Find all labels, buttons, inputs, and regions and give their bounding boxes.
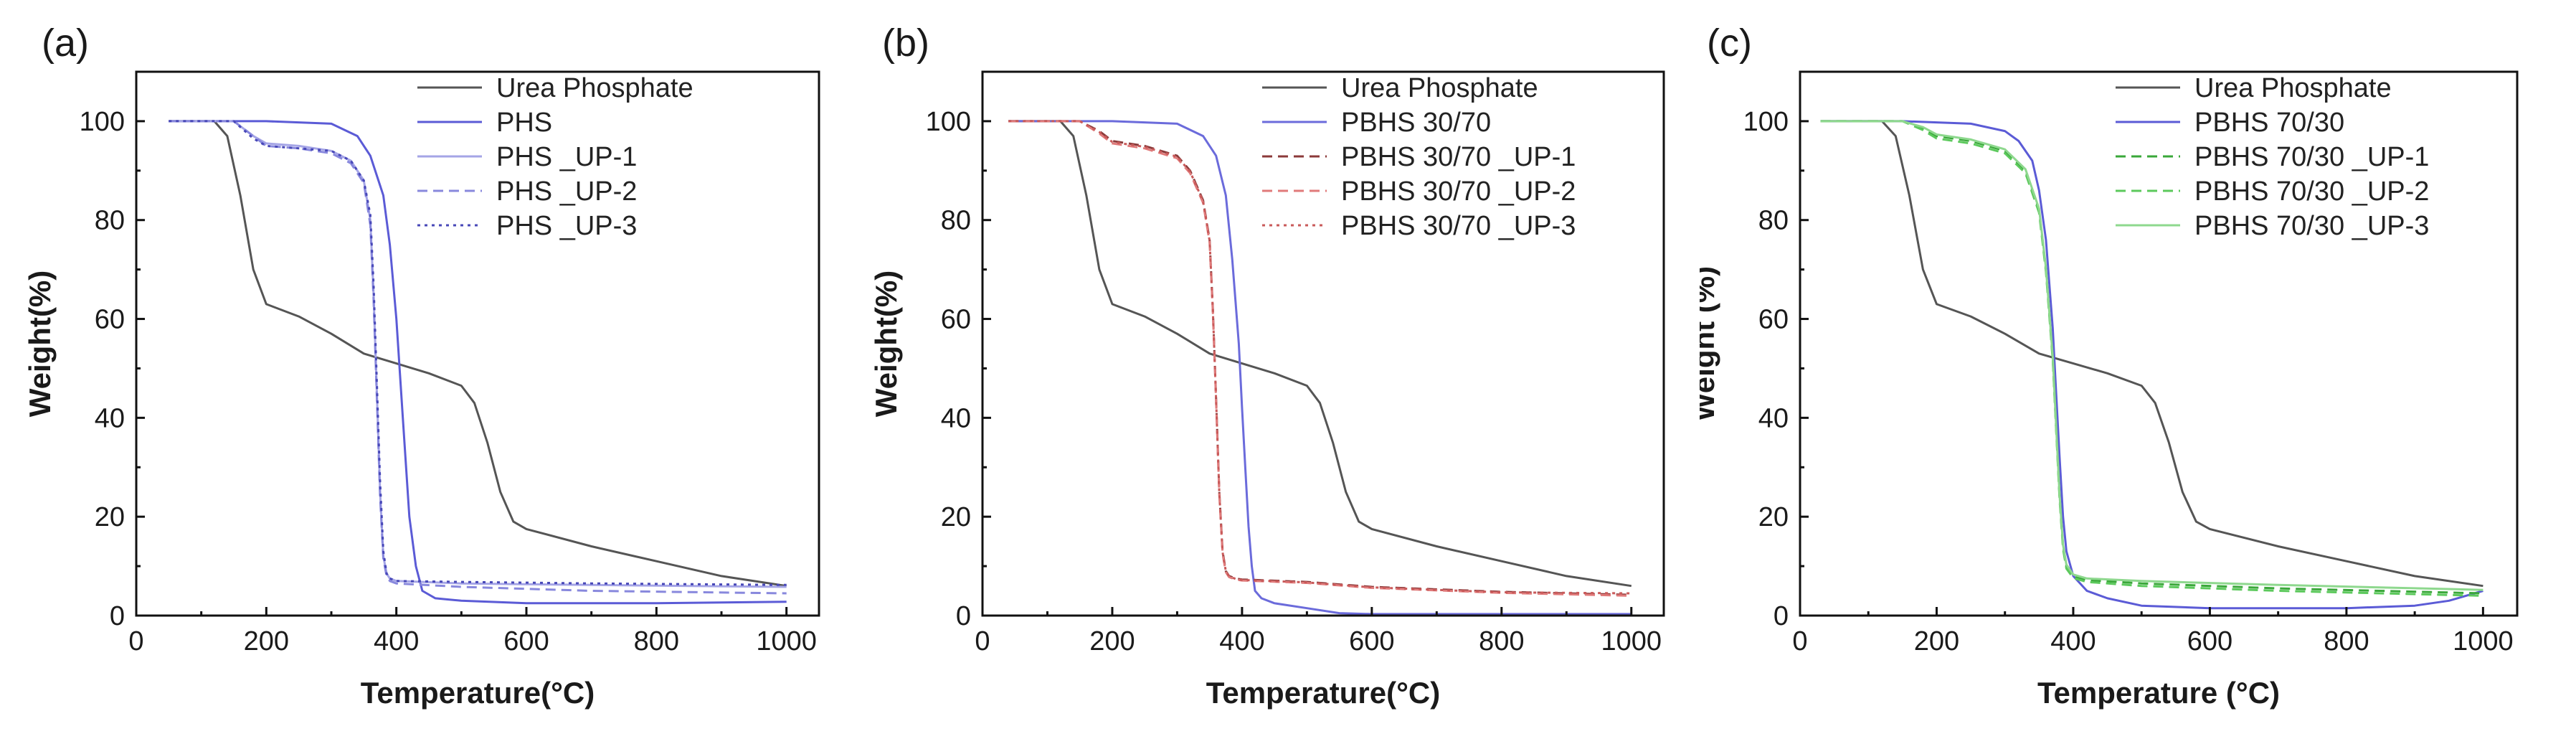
x-tick-label: 0 (975, 626, 990, 656)
legend-label: PHS _UP-3 (496, 211, 637, 241)
y-tick-label: 0 (1774, 601, 1789, 631)
series-line-0 (1820, 120, 2483, 588)
legend-label: PHS _UP-1 (496, 142, 637, 172)
chart-panel-1: (b) 0 200 400 600 800 1000 0 20 40 60 80 100 Temperat… (869, 22, 1665, 710)
y-tick-label: 60 (941, 305, 971, 335)
y-tick-label: 60 (95, 305, 125, 335)
x-tick-label: 600 (2187, 626, 2232, 656)
y-tick-label: 100 (1743, 107, 1789, 137)
panel-label: (b) (882, 22, 929, 65)
legend-label: PHS (496, 108, 552, 138)
series-line-4 (1820, 120, 2483, 591)
chart-panel-2: (c) 0 200 400 600 800 1000 0 20 40 60 80 100 Temperat… (1700, 22, 2519, 710)
x-tick-label: 800 (634, 626, 679, 656)
y-tick-label: 20 (95, 502, 125, 532)
x-tick-label: 600 (503, 626, 549, 656)
x-tick-label: 800 (2324, 626, 2369, 656)
y-tick-label: 80 (941, 206, 971, 236)
panel-label: (c) (1707, 22, 1752, 65)
series-line-4 (1008, 120, 1632, 595)
y-tick-label: 20 (1758, 502, 1789, 532)
y-tick-label: 100 (80, 107, 125, 137)
y-tick-label: 40 (1758, 403, 1789, 433)
legend-label: PBHS 70/30 (2194, 108, 2344, 138)
x-tick-label: 400 (374, 626, 419, 656)
legend-label: PBHS 30/70 (1341, 108, 1491, 138)
chart-panel-0: (a) 0 200 400 600 800 1000 0 20 40 60 80 100 Temperat… (23, 22, 820, 710)
legend-label: PBHS 30/70 _UP-1 (1341, 142, 1576, 172)
x-tick-label: 0 (128, 626, 143, 656)
x-tick-label: 400 (1219, 626, 1264, 656)
series-line-2 (169, 120, 787, 588)
x-axis-title: Temperature (°C) (2037, 676, 2280, 710)
x-axis-title: Temperature(°C) (1206, 676, 1440, 710)
series-line-4 (169, 120, 787, 586)
x-tick-label: 600 (1349, 626, 1394, 656)
legend-label: PHS _UP-2 (496, 176, 637, 207)
plot-frame (981, 70, 1665, 617)
series-line-3 (1820, 120, 2483, 597)
x-tick-label: 1000 (2453, 626, 2514, 656)
x-tick-label: 200 (244, 626, 289, 656)
legend-label: Urea Phosphate (2194, 73, 2392, 103)
y-tick-label: 0 (956, 601, 971, 631)
y-tick-label: 0 (110, 601, 125, 631)
legend-label: PBHS 70/30 _UP-2 (2194, 176, 2429, 207)
y-tick-label: 40 (941, 403, 971, 433)
y-tick-label: 20 (941, 502, 971, 532)
x-tick-label: 200 (1914, 626, 1959, 656)
x-tick-label: 1000 (756, 626, 817, 656)
series-line-0 (1008, 120, 1632, 588)
series-line-1 (1820, 120, 2483, 610)
y-tick-label: 40 (95, 403, 125, 433)
series-line-0 (169, 120, 787, 588)
plot-frame (1799, 70, 2519, 617)
legend-label: PBHS 70/30 _UP-1 (2194, 142, 2429, 172)
y-tick-label: 80 (1758, 206, 1789, 236)
series-line-1 (169, 120, 787, 605)
series-line-3 (1008, 120, 1632, 597)
y-tick-label: 100 (926, 107, 971, 137)
x-axis-title: Temperature(°C) (361, 676, 595, 710)
x-tick-label: 1000 (1601, 626, 1662, 656)
legend-label: PBHS 30/70 _UP-2 (1341, 176, 1576, 207)
plot-frame (135, 70, 820, 617)
legend-label: PBHS 30/70 _UP-3 (1341, 211, 1576, 241)
legend-label: PBHS 70/30 _UP-3 (2194, 211, 2429, 241)
x-tick-label: 800 (1479, 626, 1524, 656)
x-tick-label: 200 (1089, 626, 1135, 656)
series-line-1 (1008, 120, 1632, 616)
legend-label: Urea Phosphate (496, 73, 693, 103)
y-tick-label: 80 (95, 206, 125, 236)
panel-label: (a) (42, 22, 89, 65)
series-line-3 (169, 120, 787, 595)
y-axis-title: Weight(%) (869, 270, 903, 418)
legend-label: Urea Phosphate (1341, 73, 1538, 103)
series-line-2 (1820, 120, 2483, 595)
y-tick-label: 60 (1758, 305, 1789, 335)
x-tick-label: 400 (2050, 626, 2096, 656)
y-axis-title: Weight(%) (23, 270, 57, 418)
y-axis-title: Weight (%) (1700, 266, 1720, 421)
x-tick-label: 0 (1792, 626, 1807, 656)
